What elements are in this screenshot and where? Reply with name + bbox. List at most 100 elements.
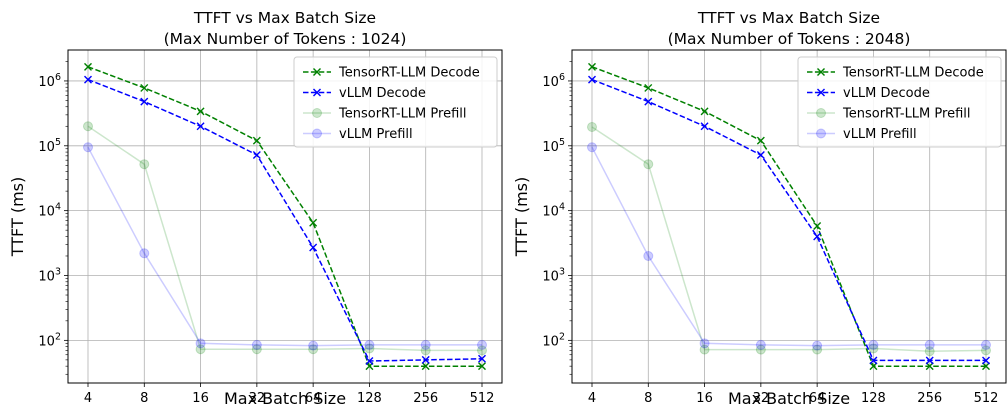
data-point-vllm-decode [982, 356, 990, 365]
y-tick-label: 105 [38, 137, 61, 155]
chart-right: TTFT vs Max Batch Size (Max Number of Tok… [512, 9, 1007, 408]
data-point-tensorrt-llm-decode [478, 362, 486, 371]
x-tick-label: 8 [644, 391, 652, 406]
data-point-tensorrt-llm-decode [421, 362, 430, 371]
series-line-vllm-decode [87, 78, 483, 362]
data-point-vllm-decode [813, 232, 822, 241]
y-tick-label: 102 [38, 331, 61, 349]
data-point-tensorrt-llm-prefill [420, 345, 431, 356]
data-point-vllm-decode [365, 357, 374, 366]
y-tick-label: 103 [38, 267, 61, 285]
series-line-vllm-prefill [591, 146, 986, 347]
data-point-tensorrt-llm-decode [644, 83, 653, 92]
legend-marker-vllm-prefill [312, 128, 322, 139]
plot-frame [571, 49, 1007, 384]
x-tick-label: 4 [84, 391, 92, 406]
legend-label-tensorrt-llm-decode: TensorRT-LLM Decode [338, 66, 480, 81]
legend-label-vllm-prefill: vLLM Prefill [339, 127, 413, 142]
legend-label-tensorrt-llm-decode: TensorRT-LLM Decode [842, 66, 984, 81]
x-tick-label: 128 [861, 391, 886, 406]
data-point-vllm-prefill [83, 142, 93, 153]
data-point-tensorrt-llm-decode [700, 107, 709, 116]
data-point-tensorrt-llm-prefill [587, 121, 597, 132]
legend-label-tensorrt-llm-prefill: TensorRT-LLM Prefill [338, 107, 466, 122]
data-point-tensorrt-llm-prefill [924, 346, 935, 357]
data-point-tensorrt-llm-prefill [139, 159, 150, 170]
data-point-vllm-decode [756, 151, 765, 160]
data-point-vllm-prefill [308, 340, 319, 351]
series-line-vllm-prefill [87, 146, 482, 347]
data-point-tensorrt-llm-decode [196, 107, 205, 116]
y-tick-label: 102 [542, 331, 565, 349]
data-point-vllm-prefill [477, 339, 487, 350]
x-tick-label: 32 [753, 391, 770, 406]
series-line-tensorrt-llm-prefill [87, 125, 482, 352]
y-axis-label: TTFT (ms) [512, 177, 531, 257]
data-point-vllm-decode [478, 354, 486, 363]
data-point-vllm-decode [644, 97, 653, 106]
x-tick-label: 512 [470, 391, 495, 406]
chart-subtitle: (Max Number of Tokens : 2048) [668, 30, 911, 48]
x-tick-label: 16 [696, 391, 713, 406]
x-tick-label: 8 [140, 391, 148, 406]
y-axis-label: TTFT (ms) [8, 177, 27, 257]
data-point-tensorrt-llm-decode [869, 362, 878, 371]
data-point-tensorrt-llm-prefill [981, 345, 991, 356]
data-point-vllm-prefill [587, 142, 597, 153]
plot-frame [67, 49, 503, 384]
series-line-vllm-decode [591, 78, 986, 362]
y-tick-label: 104 [542, 202, 565, 220]
x-tick-label: 64 [809, 391, 826, 406]
chart-subtitle: (Max Number of Tokens : 1024) [164, 30, 407, 48]
data-point-vllm-prefill [643, 250, 654, 261]
x-tick-label: 256 [917, 391, 942, 406]
data-point-tensorrt-llm-decode [982, 362, 990, 371]
data-point-tensorrt-llm-decode [588, 62, 596, 71]
y-tick-label: 106 [38, 72, 61, 90]
x-axis-label: Max Batch Size [224, 389, 346, 408]
data-point-vllm-prefill [755, 339, 766, 350]
data-point-tensorrt-llm-prefill [364, 343, 375, 354]
legend-box [797, 56, 1002, 148]
x-tick-label: 256 [413, 391, 438, 406]
data-point-vllm-prefill [699, 338, 710, 349]
data-point-vllm-decode [196, 122, 205, 131]
y-tick-label: 105 [542, 137, 565, 155]
legend-marker-tensorrt-llm-decode [313, 68, 321, 76]
series-line-tensorrt-llm-prefill [591, 126, 987, 352]
x-tick-label: 128 [357, 391, 382, 406]
data-point-tensorrt-llm-decode [84, 62, 92, 71]
data-point-tensorrt-llm-prefill [868, 343, 879, 354]
legend-marker-vllm-decode [817, 88, 825, 97]
data-point-tensorrt-llm-prefill [251, 344, 262, 355]
legend-box [293, 56, 498, 148]
data-point-tensorrt-llm-decode [756, 136, 765, 145]
data-point-vllm-decode [421, 355, 430, 364]
data-point-vllm-prefill [139, 248, 150, 259]
data-point-tensorrt-llm-prefill [83, 121, 93, 132]
data-point-vllm-prefill [195, 338, 206, 349]
data-point-vllm-decode [309, 243, 318, 252]
data-point-tensorrt-llm-decode [813, 221, 822, 230]
x-tick-label: 64 [305, 391, 322, 406]
legend-marker-vllm-decode [313, 88, 321, 97]
legend-label-vllm-prefill: vLLM Prefill [843, 127, 917, 142]
legend-marker-vllm-prefill [816, 128, 826, 139]
data-point-tensorrt-llm-decode [925, 362, 934, 371]
data-point-tensorrt-llm-prefill [699, 344, 710, 355]
data-point-tensorrt-llm-decode [140, 83, 149, 92]
x-tick-label: 32 [249, 391, 266, 406]
legend-label-vllm-decode: vLLM Decode [843, 86, 930, 101]
data-point-vllm-prefill [924, 339, 935, 350]
data-point-tensorrt-llm-prefill [643, 159, 654, 170]
x-axis-label: Max Batch Size [728, 389, 850, 408]
data-point-vllm-decode [869, 356, 878, 365]
x-tick-label: 4 [588, 391, 596, 406]
legend-label-tensorrt-llm-prefill: TensorRT-LLM Prefill [842, 107, 970, 122]
legend-marker-tensorrt-llm-prefill [312, 108, 322, 118]
data-point-vllm-prefill [812, 340, 823, 351]
legend-label-vllm-decode: vLLM Decode [339, 86, 426, 101]
data-point-tensorrt-llm-decode [309, 218, 318, 227]
data-point-vllm-prefill [251, 339, 262, 350]
data-point-tensorrt-llm-prefill [308, 344, 319, 355]
